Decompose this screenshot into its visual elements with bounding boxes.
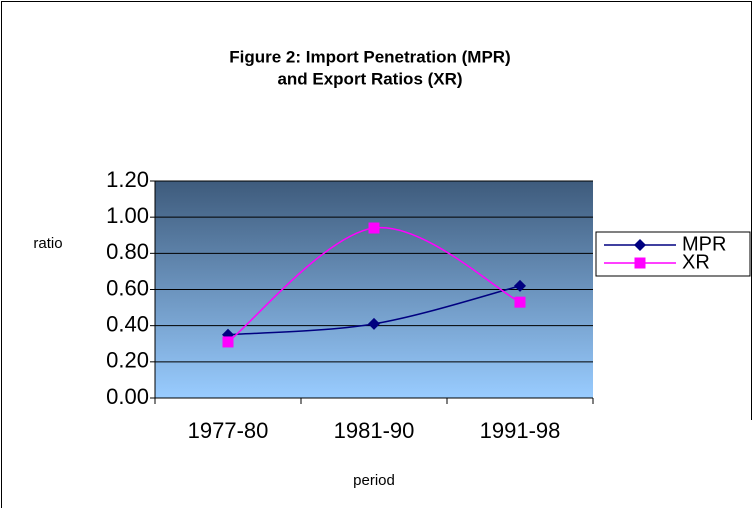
- marker: [222, 336, 234, 348]
- y-tick-label: 0.40: [106, 311, 149, 336]
- marker: [368, 222, 380, 234]
- x-tick-label: 1991-98: [480, 418, 561, 443]
- chart-title: and Export Ratios (XR): [277, 69, 462, 88]
- chart-title: Figure 2: Import Penetration (MPR): [229, 47, 510, 66]
- legend-label: XR: [682, 251, 710, 273]
- y-tick-label: 1.00: [106, 203, 149, 228]
- marker: [634, 239, 646, 251]
- y-axis-label: ratio: [33, 235, 62, 252]
- x-tick-label: 1977-80: [188, 418, 269, 443]
- marker: [514, 296, 526, 308]
- marker: [368, 317, 380, 330]
- y-tick-label: 0.20: [106, 348, 149, 373]
- marker: [634, 257, 646, 269]
- marker: [514, 279, 526, 292]
- y-tick-label: 0.60: [106, 275, 149, 300]
- x-axis-label: period: [353, 472, 395, 489]
- y-tick-label: 0.00: [106, 384, 149, 409]
- y-tick-label: 0.80: [106, 239, 149, 264]
- x-tick-label: 1981-90: [334, 418, 415, 443]
- legend-label: MPR: [682, 233, 726, 255]
- legend-box: [595, 231, 751, 277]
- y-tick-label: 1.20: [106, 167, 149, 192]
